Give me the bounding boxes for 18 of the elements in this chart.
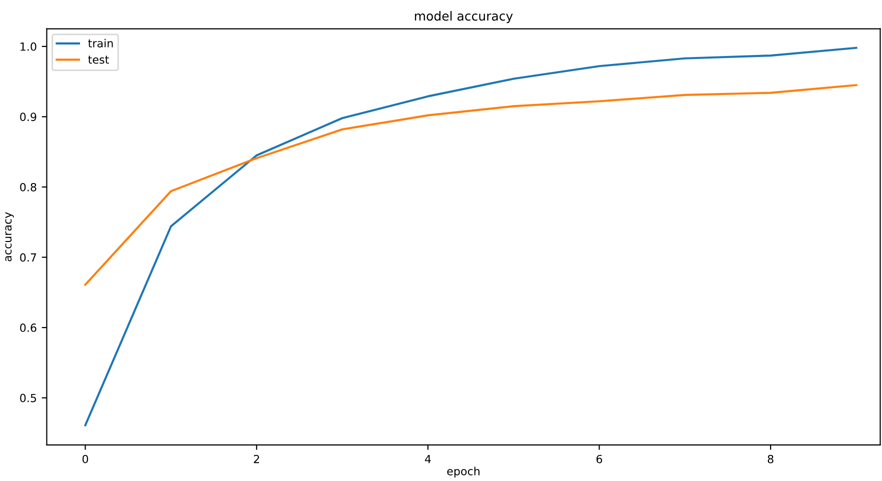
x-axis-title: epoch: [447, 466, 480, 478]
y-tick-label: 0.7: [20, 253, 36, 262]
legend-label: train: [88, 38, 113, 48]
x-tick-label: 8: [768, 454, 774, 464]
line-series: [84, 84, 858, 286]
x-tick-label: 6: [596, 454, 602, 464]
x-tick-label: 4: [424, 454, 431, 464]
y-tick-label: 0.6: [20, 324, 36, 332]
y-tick-label: 1.0: [20, 42, 36, 51]
x-tick-label: 2: [254, 454, 260, 464]
y-tick-label: 0.5: [20, 394, 36, 402]
legend-label: test: [88, 56, 109, 64]
y-tick-label: 0.9: [20, 112, 36, 122]
y-axis-title: accuracy: [5, 212, 14, 262]
line-series: [84, 46, 858, 426]
chart-title: model accuracy: [414, 11, 513, 24]
y-tick-label: 0.8: [20, 182, 36, 192]
x-tick-label: 0: [82, 454, 88, 464]
